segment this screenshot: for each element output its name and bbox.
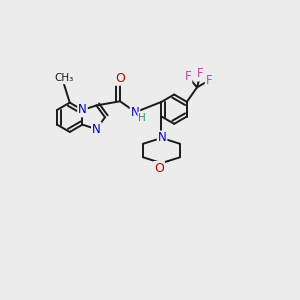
- Text: F: F: [185, 70, 191, 83]
- Text: H: H: [138, 112, 146, 122]
- Text: F: F: [197, 68, 204, 80]
- Text: F: F: [206, 74, 212, 87]
- Text: N: N: [78, 103, 87, 116]
- Text: N: N: [92, 123, 101, 136]
- Text: O: O: [154, 162, 164, 175]
- Text: CH₃: CH₃: [54, 74, 74, 83]
- Text: N: N: [130, 106, 139, 119]
- Text: O: O: [115, 72, 125, 85]
- Text: N: N: [158, 131, 167, 145]
